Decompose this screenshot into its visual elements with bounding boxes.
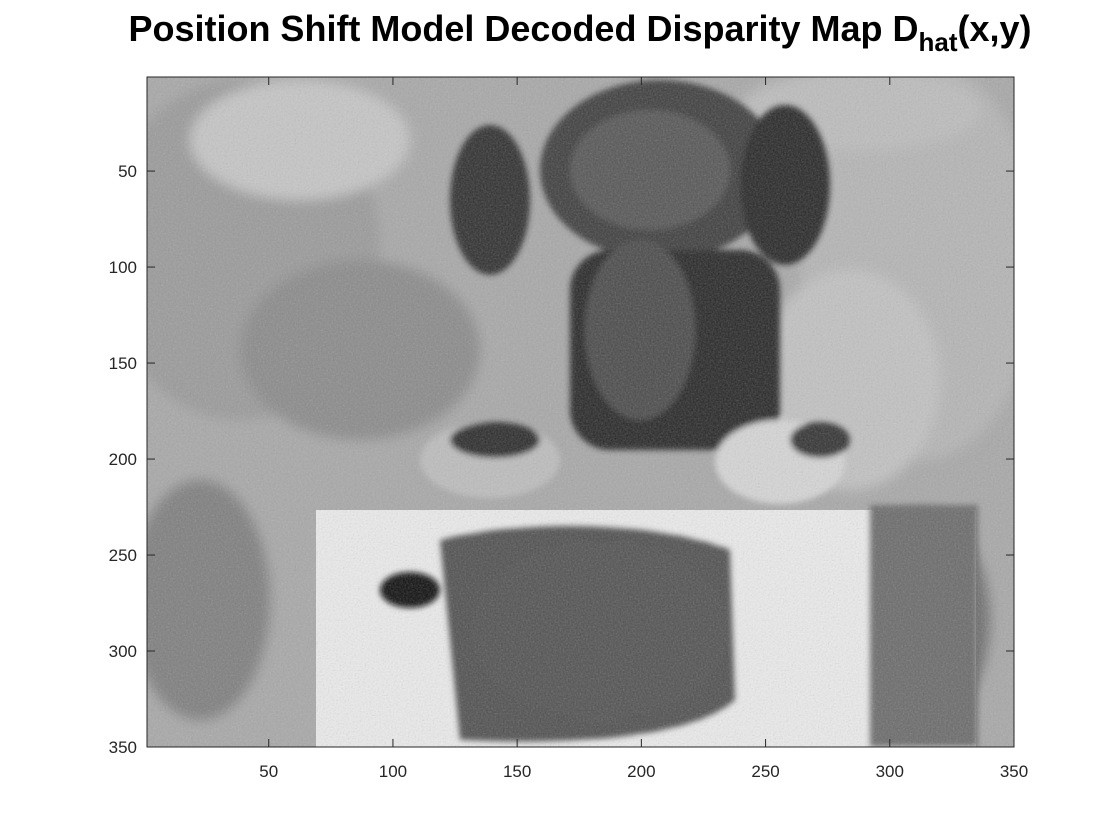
heatmap-image	[147, 77, 1014, 747]
x-tick-label: 100	[379, 762, 407, 781]
title-suffix: (x,y)	[957, 8, 1032, 49]
x-tick-label: 300	[876, 762, 904, 781]
x-tick-label: 50	[259, 762, 278, 781]
x-tick-label: 200	[627, 762, 655, 781]
x-tick-label: 350	[1000, 762, 1028, 781]
y-tick-label: 150	[109, 354, 137, 373]
axes-box	[146, 76, 1015, 748]
title-subscript: hat	[918, 27, 958, 57]
y-tick-label: 100	[109, 258, 137, 277]
x-tick-label: 150	[503, 762, 531, 781]
y-tick-label: 300	[109, 642, 137, 661]
x-tick-label: 250	[751, 762, 779, 781]
y-tick-label: 50	[118, 162, 137, 181]
title-main: Position Shift Model Decoded Disparity M…	[128, 8, 919, 49]
y-tick-label: 250	[109, 546, 137, 565]
x-axis: 50 100 150 200 250 300 350	[259, 77, 1028, 781]
y-axis: 50 100 150 200 250 300 350	[109, 162, 1014, 757]
y-tick-label: 350	[109, 738, 137, 757]
y-tick-label: 200	[109, 450, 137, 469]
chart-title: Position Shift Model Decoded Disparity M…	[0, 8, 1120, 58]
